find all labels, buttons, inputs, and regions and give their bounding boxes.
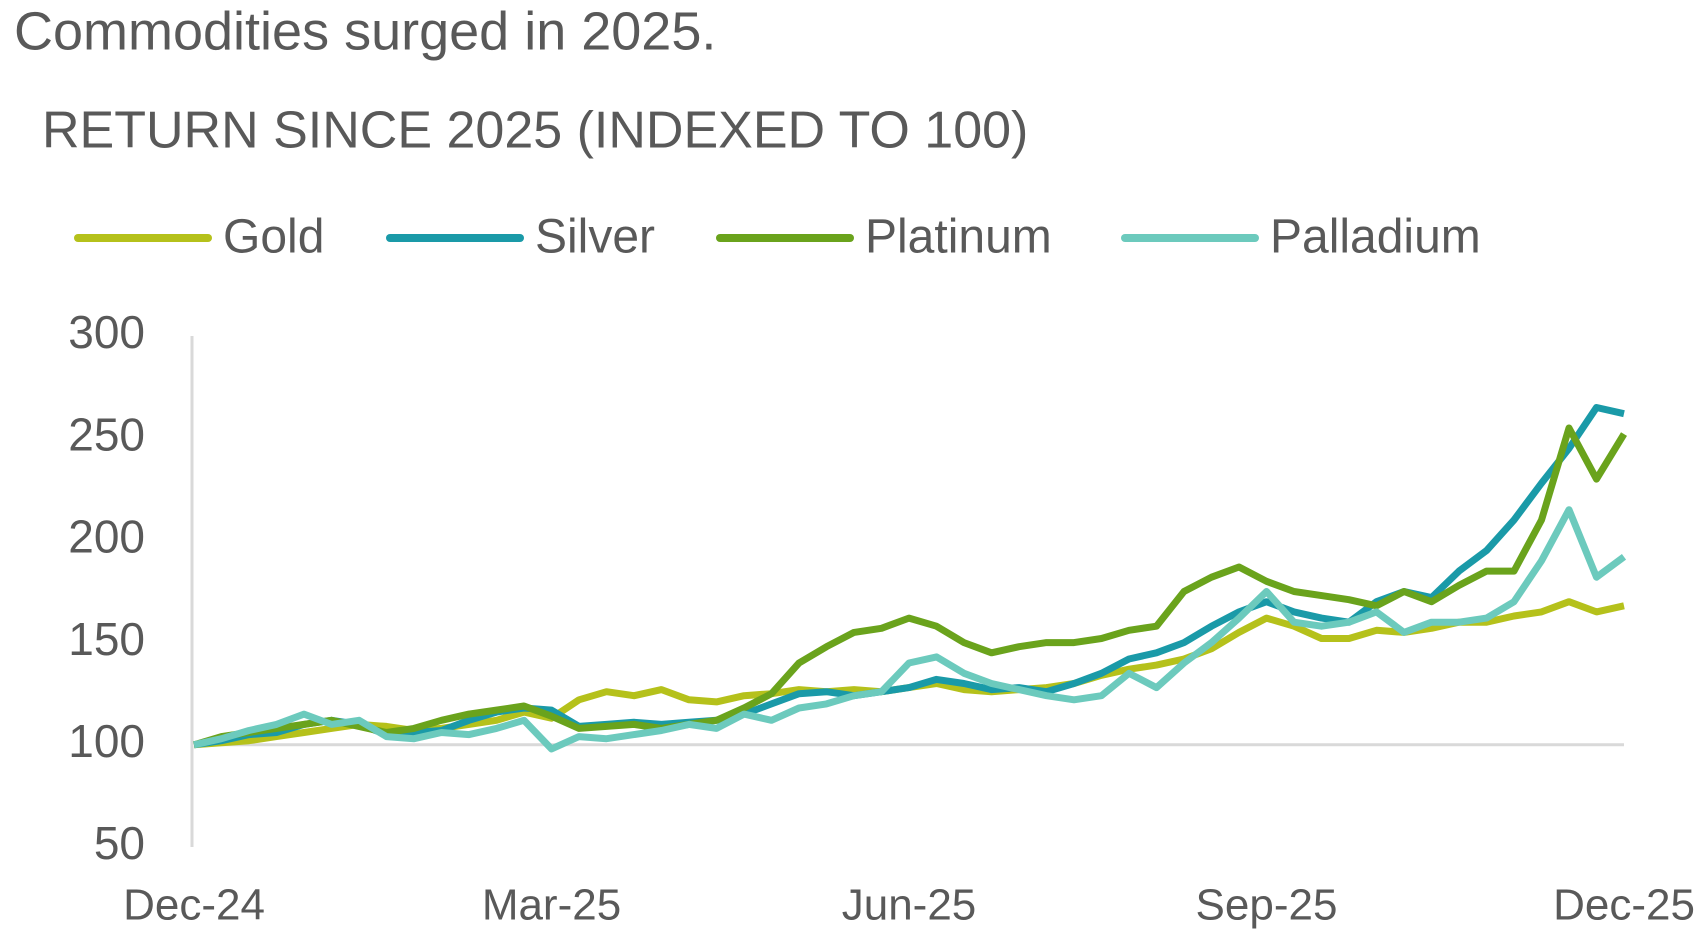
legend-label: Palladium <box>1270 211 1481 264</box>
y-tick-label: 100 <box>68 715 145 767</box>
series-line <box>193 598 1625 749</box>
x-tick-label: Mar-25 <box>482 881 621 930</box>
x-tick-label: Sep-25 <box>1196 881 1338 930</box>
chart-title: Commodities surged in 2025. <box>14 1 716 61</box>
series-line <box>192 424 1627 749</box>
x-tick-label: Dec-24 <box>123 881 265 930</box>
chart-subtitle: RETURN SINCE 2025 (INDEXED TO 100) <box>42 102 1028 160</box>
x-tick-label: Jun-25 <box>842 881 977 930</box>
y-tick-label: 50 <box>94 817 145 869</box>
y-tick-label: 300 <box>68 306 145 358</box>
legend-label: Silver <box>535 211 655 264</box>
x-tick-label: Dec-25 <box>1553 881 1695 930</box>
legend-label: Gold <box>223 211 324 264</box>
series-line <box>193 404 1625 749</box>
legend-label: Platinum <box>865 211 1052 264</box>
y-tick-label: 200 <box>68 511 145 563</box>
y-tick-label: 250 <box>68 408 145 460</box>
series-line <box>193 506 1627 753</box>
y-tick-label: 150 <box>68 613 145 665</box>
